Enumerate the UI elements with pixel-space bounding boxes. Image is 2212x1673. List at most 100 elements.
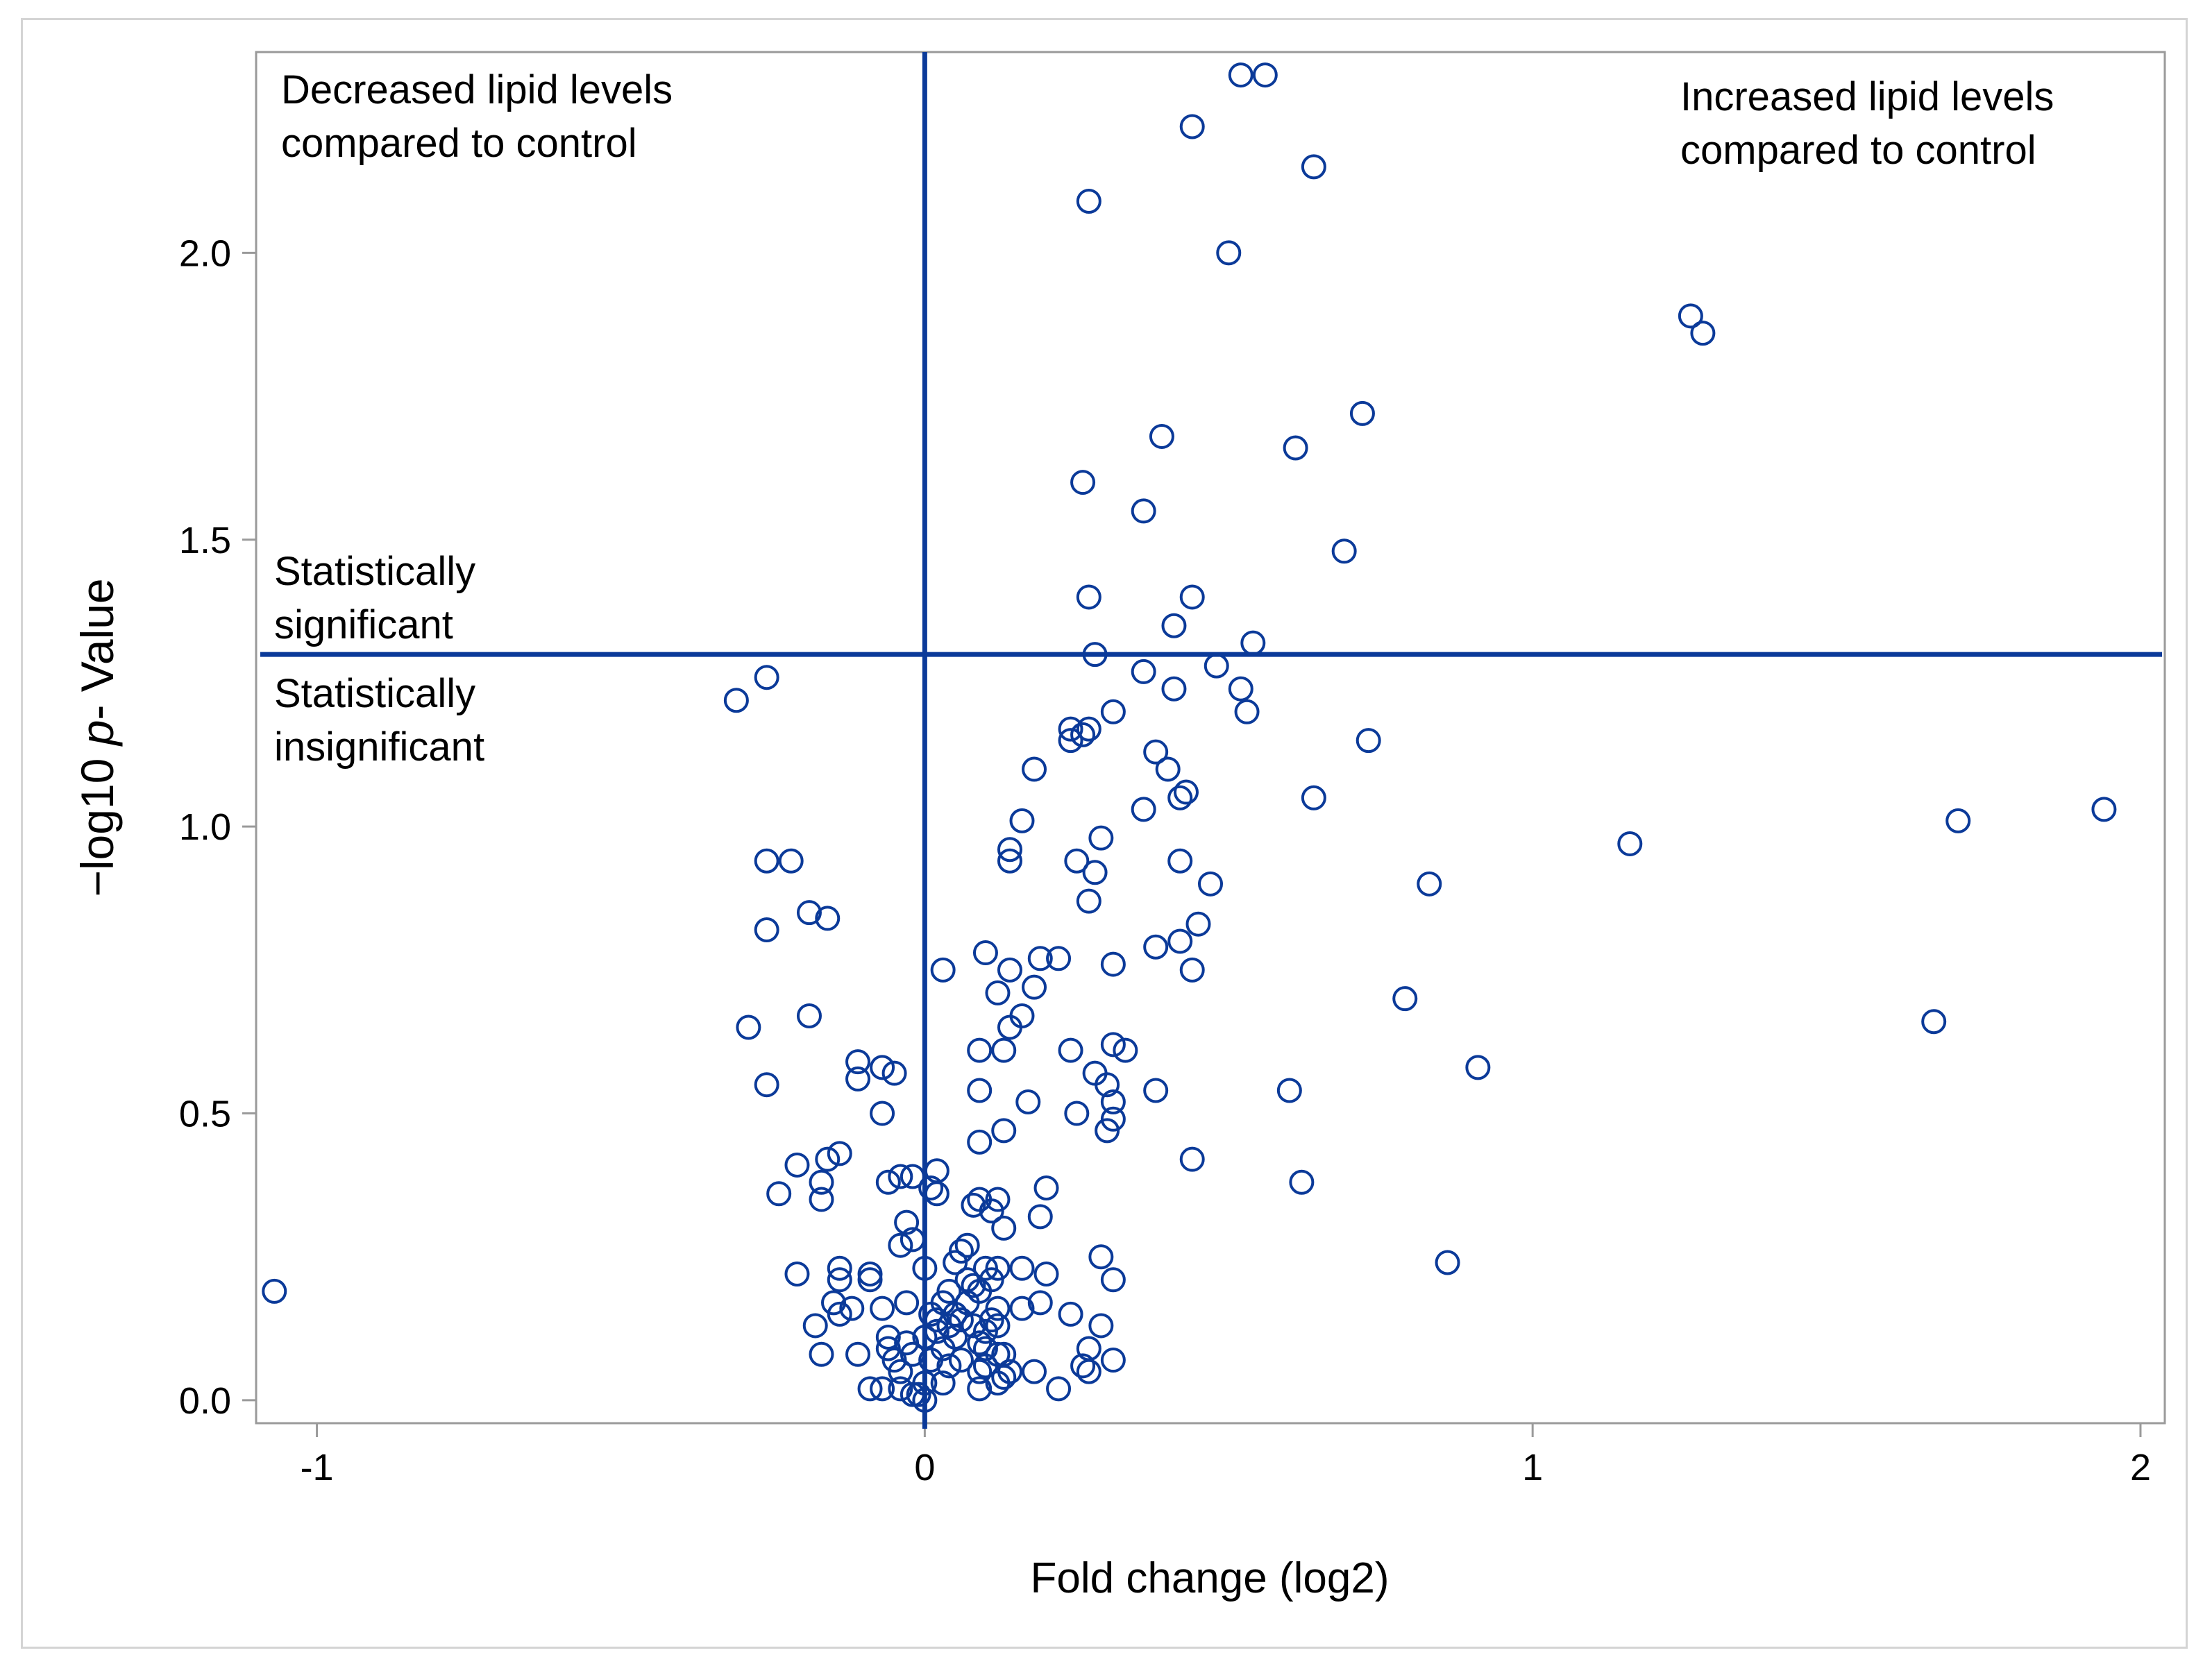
data-point bbox=[948, 1348, 974, 1373]
data-point bbox=[1234, 699, 1260, 724]
plot-area bbox=[255, 51, 2166, 1425]
data-point bbox=[979, 1198, 1004, 1224]
data-point bbox=[754, 1072, 779, 1098]
data-point bbox=[1283, 435, 1308, 461]
data-point bbox=[991, 1118, 1017, 1144]
data-point bbox=[870, 1055, 895, 1080]
annotation-increased-line2: compared to control bbox=[1680, 128, 2036, 173]
data-point bbox=[1301, 154, 1326, 180]
data-point bbox=[881, 1060, 907, 1086]
data-point bbox=[1678, 303, 1703, 329]
data-point bbox=[1009, 1296, 1035, 1321]
data-point bbox=[1131, 498, 1156, 524]
data-point bbox=[948, 1307, 974, 1333]
data-point bbox=[918, 1175, 944, 1201]
data-point bbox=[918, 1348, 944, 1373]
data-point bbox=[857, 1267, 883, 1293]
data-point bbox=[815, 906, 841, 931]
data-point bbox=[1331, 538, 1357, 564]
data-point bbox=[778, 848, 804, 874]
annotation-significant-line1: Statistically bbox=[274, 549, 475, 594]
data-point bbox=[1143, 739, 1169, 765]
data-point bbox=[1076, 584, 1101, 610]
data-point bbox=[857, 1262, 883, 1287]
data-point bbox=[784, 1262, 810, 1287]
data-point bbox=[1392, 986, 1418, 1012]
x-tick-label: 0 bbox=[914, 1447, 935, 1488]
data-point bbox=[997, 848, 1022, 874]
data-point bbox=[1131, 659, 1156, 684]
annotation-significant-line2: significant bbox=[274, 602, 453, 647]
data-point bbox=[1228, 62, 1253, 88]
data-point bbox=[979, 1307, 1004, 1333]
data-point bbox=[1058, 716, 1083, 742]
data-point bbox=[784, 1152, 810, 1178]
data-point bbox=[936, 1278, 962, 1304]
data-point bbox=[1216, 240, 1242, 266]
data-point bbox=[1082, 860, 1108, 885]
data-point bbox=[985, 1370, 1011, 1396]
data-point bbox=[888, 1359, 913, 1384]
data-point bbox=[1076, 716, 1101, 742]
annotation-decreased-line1: Decreased lipid levels bbox=[281, 67, 673, 112]
x-tick-label: 1 bbox=[1522, 1447, 1543, 1488]
y-tick-label: 1.0 bbox=[179, 806, 231, 848]
data-point bbox=[815, 1146, 841, 1172]
data-point bbox=[796, 900, 822, 926]
data-point bbox=[870, 1296, 895, 1321]
data-point bbox=[961, 1273, 986, 1298]
data-point bbox=[754, 665, 779, 690]
data-point bbox=[1179, 584, 1205, 610]
y-axis-label-part1: −log10 bbox=[71, 745, 123, 897]
data-point bbox=[997, 957, 1022, 983]
data-point bbox=[1921, 1009, 1947, 1035]
data-point bbox=[736, 1014, 761, 1040]
data-point bbox=[972, 1255, 998, 1281]
data-point bbox=[930, 957, 956, 983]
data-point bbox=[1465, 1055, 1491, 1080]
data-point bbox=[870, 1376, 895, 1402]
data-point bbox=[1076, 188, 1101, 214]
data-point bbox=[1015, 1089, 1041, 1115]
y-tick-label: 0.0 bbox=[179, 1380, 231, 1422]
data-point bbox=[1100, 699, 1126, 724]
data-point bbox=[1228, 676, 1253, 702]
data-point bbox=[754, 917, 779, 942]
data-point bbox=[809, 1169, 834, 1195]
data-point bbox=[888, 1164, 913, 1189]
data-point bbox=[1100, 1267, 1126, 1293]
y-axis-label-part2: - Value bbox=[71, 578, 123, 720]
data-point bbox=[967, 1037, 993, 1063]
x-tick-label: 2 bbox=[2130, 1447, 2151, 1488]
data-point bbox=[1356, 728, 1381, 754]
data-point bbox=[997, 1014, 1022, 1040]
data-point bbox=[967, 1376, 993, 1402]
figure-frame: -1 0 1 2 0.0 0.5 1.0 1.5 2.0 Decreased lipid le… bbox=[21, 18, 2188, 1649]
data-point bbox=[918, 1301, 944, 1327]
data-point bbox=[1027, 1290, 1053, 1316]
annotation-insignificant-line2: insignificant bbox=[274, 724, 484, 770]
data-point bbox=[1289, 1169, 1315, 1195]
data-point bbox=[1143, 1078, 1169, 1103]
data-point bbox=[1009, 808, 1035, 833]
x-tick-label: -1 bbox=[301, 1447, 334, 1488]
data-point bbox=[972, 940, 998, 966]
x-axis: -1 0 1 2 bbox=[301, 1423, 2151, 1488]
data-point bbox=[894, 1209, 920, 1235]
data-point bbox=[1617, 831, 1643, 856]
data-point bbox=[930, 1370, 956, 1396]
data-point bbox=[827, 1255, 852, 1281]
data-point bbox=[1945, 808, 1971, 833]
data-point bbox=[857, 1376, 883, 1402]
data-point bbox=[1167, 785, 1193, 810]
y-axis: 0.0 0.5 1.0 1.5 2.0 bbox=[179, 232, 256, 1422]
data-point bbox=[766, 1181, 792, 1207]
data-point bbox=[1022, 756, 1047, 782]
data-point bbox=[1088, 1244, 1114, 1270]
data-point bbox=[1100, 1348, 1126, 1373]
data-point bbox=[802, 1313, 828, 1339]
data-point bbox=[985, 1296, 1011, 1321]
data-point bbox=[1070, 470, 1096, 495]
data-point bbox=[1058, 1037, 1083, 1063]
data-point bbox=[1435, 1250, 1460, 1275]
